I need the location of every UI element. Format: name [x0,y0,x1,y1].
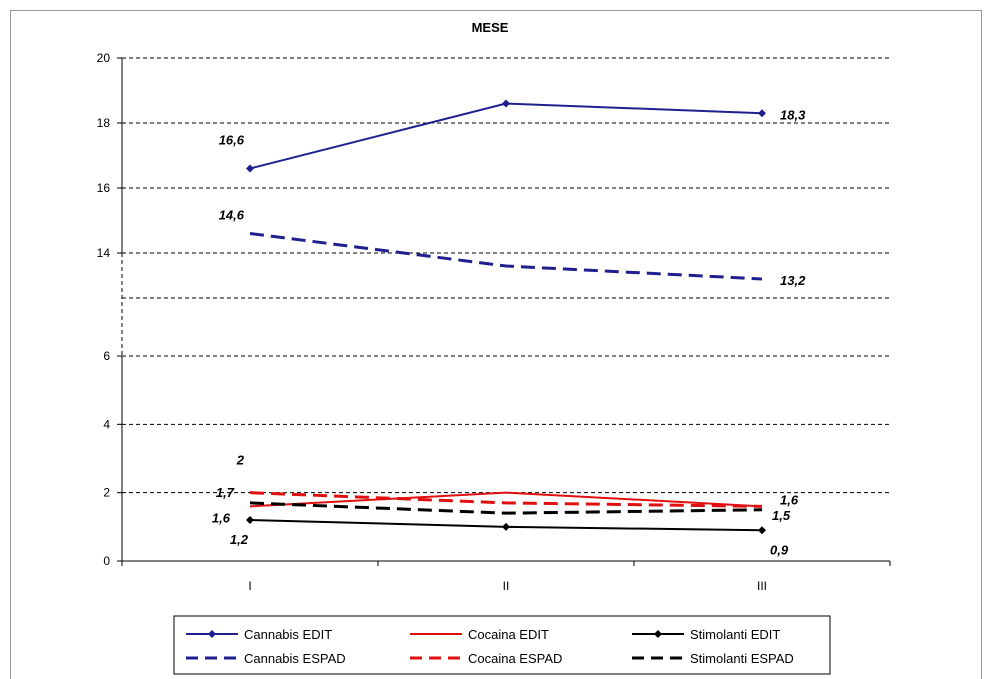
data-point [246,516,254,524]
data-label: 14,6 [219,208,245,223]
data-label: 1,6 [212,510,231,525]
legend-label: Cannabis ESPAD [244,651,346,666]
series-line-2 [249,491,763,508]
data-label: 1,5 [772,508,791,523]
y-tick-label: 18 [97,116,111,130]
chart-title: MESE [472,20,509,35]
data-label: 1,2 [230,532,249,547]
data-label: 18,3 [780,107,806,122]
data-point [246,164,254,173]
series-line-1 [249,232,763,281]
y-tick-label: 20 [97,51,111,65]
series-line-3 [249,491,763,508]
legend-marker [654,630,662,638]
y-tick-label: 4 [103,417,110,431]
data-point [758,526,766,535]
legend-label: Cannabis EDIT [244,627,332,642]
data-point [758,109,766,118]
data-label: 16,6 [219,133,245,148]
data-point [502,522,510,531]
x-tick-label: III [757,579,767,593]
y-tick-label: 6 [103,349,110,363]
y-tick-label: 14 [97,246,111,260]
data-label: 1,6 [780,492,799,507]
y-tick-label: 2 [103,486,110,500]
data-label: 13,2 [780,273,806,288]
legend-marker [208,630,216,638]
data-point [502,99,510,108]
x-tick-label: II [503,579,510,593]
y-tick-label: 16 [97,181,111,195]
data-label: 0,9 [770,542,789,557]
legend-label: Cocaina EDIT [468,627,549,642]
series-line-5 [249,501,763,515]
legend-label: Stimolanti EDIT [690,627,780,642]
data-label: 1,7 [216,485,235,500]
legend-box [173,615,831,675]
y-tick-label: 0 [103,554,110,568]
data-label: 2 [236,453,245,468]
series-line-0 [249,102,763,170]
legend-label: Cocaina ESPAD [468,651,562,666]
legend-label: Stimolanti ESPAD [690,651,794,666]
chart-frame [10,10,982,679]
x-tick-label: I [248,579,251,593]
